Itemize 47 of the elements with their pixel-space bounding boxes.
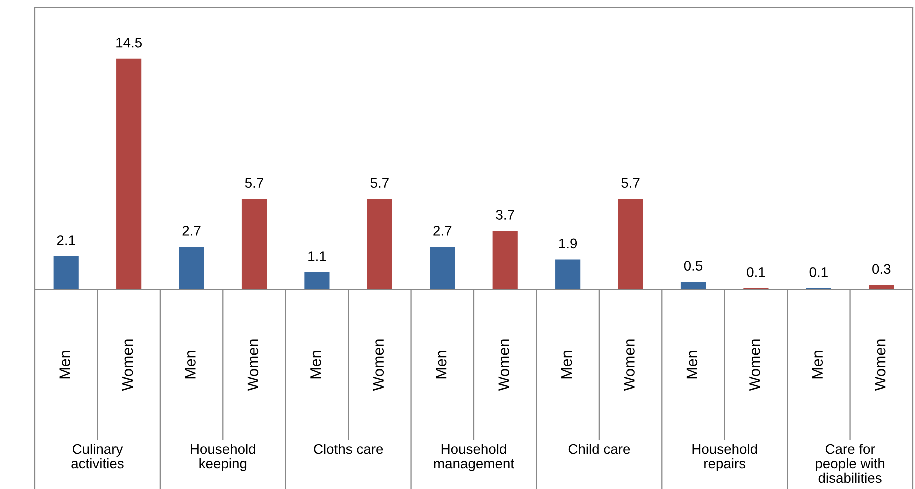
text: Women — [498, 340, 510, 392]
text: Men — [686, 351, 698, 379]
data-label: 2.7 — [182, 226, 201, 236]
data-label: 2.1 — [57, 236, 76, 246]
text: Women — [875, 340, 886, 392]
text: Men — [436, 351, 447, 379]
text: Men — [60, 351, 70, 379]
bar — [242, 199, 268, 290]
data-label: 2.7 — [434, 226, 452, 236]
x-tick-label: Child care — [568, 444, 630, 454]
bar — [869, 285, 894, 290]
x-tick-label: Household management — [434, 444, 514, 472]
text: Men — [185, 351, 196, 379]
bar — [492, 231, 518, 290]
data-label: 1.9 — [559, 238, 578, 249]
text: Women — [373, 340, 384, 392]
data-label: 5.7 — [245, 178, 264, 188]
bar — [304, 272, 330, 290]
x-tick-label: Household repairs — [692, 444, 758, 472]
bar — [680, 282, 706, 290]
data-label: 0.3 — [872, 264, 891, 274]
bar — [430, 246, 456, 290]
bar — [367, 199, 392, 290]
data-label: 3.7 — [496, 210, 514, 220]
text: Men — [812, 351, 824, 379]
text: Women — [248, 340, 259, 392]
data-label: 1.1 — [308, 252, 326, 262]
bar — [618, 199, 644, 290]
data-label: 14.5 — [116, 38, 142, 48]
data-label: 0.1 — [810, 267, 828, 278]
data-label: 5.7 — [370, 178, 389, 188]
x-tick-label: Culinary activities — [72, 444, 124, 469]
text: Men — [562, 351, 572, 379]
text: Women — [624, 340, 635, 392]
x-tick-label: Household keeping — [191, 444, 256, 472]
text: Women — [122, 340, 134, 392]
x-tick-label: Care for people with disabilities — [816, 444, 885, 484]
data-label: 0.1 — [747, 267, 766, 278]
text: Men — [310, 351, 322, 379]
bar — [116, 58, 142, 290]
bar — [179, 246, 204, 290]
bar — [54, 256, 79, 290]
data-label: 0.5 — [684, 261, 703, 271]
text: Women — [750, 340, 760, 392]
bar — [556, 260, 581, 290]
x-tick-label: Cloths care — [314, 444, 384, 454]
data-label: 5.7 — [622, 178, 640, 188]
